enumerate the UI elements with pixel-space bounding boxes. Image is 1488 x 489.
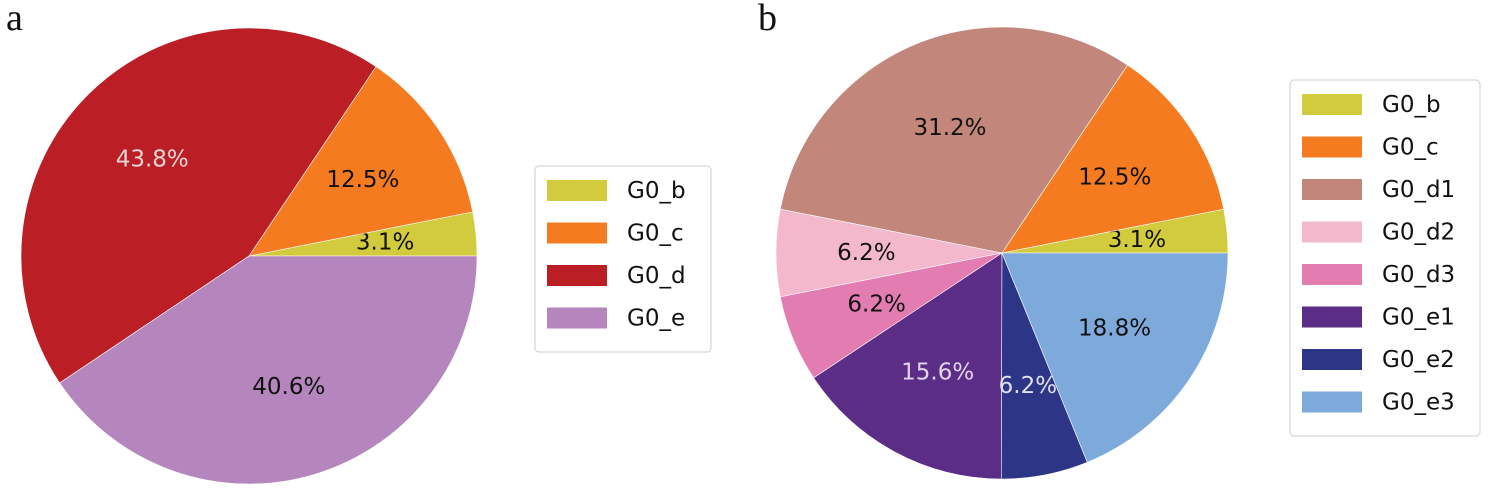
legend-a-frame bbox=[534, 165, 712, 353]
pie-a-slice-label-g0-b: 3.1% bbox=[356, 230, 414, 256]
pie-chart-a: 3.1% 12.5% 43.8% 40.6% bbox=[20, 27, 478, 485]
legend-b-swatch-g0-c bbox=[1302, 136, 1362, 158]
legend-b-swatch-g0-d3 bbox=[1302, 264, 1362, 285]
pie-b-slice-label-g0-d1: 31.2% bbox=[913, 115, 986, 141]
panel-label-b: b bbox=[758, 0, 777, 39]
legend-b-swatch-g0-d1 bbox=[1302, 179, 1362, 200]
legend-a-swatch-g0-e bbox=[547, 307, 607, 329]
legend-b-swatch-g0-b bbox=[1302, 94, 1362, 115]
pie-b-slice-label-g0-e2: 6.2% bbox=[999, 373, 1057, 399]
legend-a-label-g0-e: G0_e bbox=[627, 306, 685, 332]
pie-b-slice-label-g0-c: 12.5% bbox=[1078, 165, 1151, 191]
pie-b-slice-g0-d1 bbox=[779, 26, 1128, 254]
legend-b-swatch-g0-e3 bbox=[1302, 391, 1362, 413]
legend-b-swatch-g0-d2 bbox=[1302, 221, 1362, 243]
legend-b-label-g0-d1: G0_d1 bbox=[1382, 177, 1455, 203]
legend-a-swatch-g0-c bbox=[547, 222, 607, 244]
legend-b-swatch-g0-e1 bbox=[1302, 306, 1362, 328]
pie-b-slice-g0-c bbox=[1001, 64, 1225, 254]
pie-a-slice-g0-d bbox=[20, 27, 377, 384]
legend-a-label-g0-d: G0_d bbox=[627, 263, 686, 289]
pie-b-slice-label-g0-e3: 18.8% bbox=[1078, 316, 1151, 342]
pie-chart-b: 3.1% 12.5% 31.2% 6.2% 6.2% 15.6% 6.2% 18.8% bbox=[775, 26, 1229, 480]
legend-b-label-g0-c: G0_c bbox=[1382, 135, 1439, 161]
pie-b-slice-g0-e3 bbox=[1001, 252, 1229, 463]
pie-b-slice-label-g0-d3: 6.2% bbox=[847, 292, 905, 318]
legend-b: G0_b G0_c G0_d1 G0_d2 G0_d3 G0_e1 G0_e2 G0_e3 bbox=[1289, 79, 1481, 437]
legend-b-label-g0-e2: G0_e2 bbox=[1382, 347, 1455, 373]
pie-b-slice-label-g0-e1: 15.6% bbox=[901, 359, 974, 385]
legend-a-label-g0-c: G0_c bbox=[627, 221, 684, 247]
pie-a-slice-g0-c bbox=[248, 66, 474, 257]
legend-a-label-g0-b: G0_b bbox=[627, 178, 686, 204]
pie-b-slice-label-g0-d2: 6.2% bbox=[837, 240, 895, 266]
pie-a-slice-label-g0-c: 12.5% bbox=[326, 167, 399, 193]
legend-a-swatch-g0-d bbox=[547, 265, 607, 286]
legend-b-frame bbox=[1289, 79, 1481, 437]
pie-a-slice-label-g0-e: 40.6% bbox=[252, 374, 325, 400]
legend-b-label-g0-d2: G0_d2 bbox=[1382, 220, 1455, 246]
pie-b-slice-label-g0-b: 3.1% bbox=[1108, 227, 1166, 253]
legend-b-label-g0-e3: G0_e3 bbox=[1382, 390, 1455, 416]
legend-a: G0_b G0_c G0_d G0_e bbox=[534, 165, 712, 353]
legend-b-label-g0-d3: G0_d3 bbox=[1382, 262, 1455, 288]
pie-b-slice-g0-e1 bbox=[813, 252, 1003, 480]
panel-label-a: a bbox=[6, 0, 23, 39]
pie-a-slice-label-g0-d: 43.8% bbox=[116, 146, 189, 172]
legend-a-swatch-g0-b bbox=[547, 180, 607, 201]
pie-a-slice-g0-e bbox=[59, 255, 478, 485]
legend-b-label-g0-b: G0_b bbox=[1382, 92, 1441, 118]
legend-b-swatch-g0-e2 bbox=[1302, 349, 1362, 370]
legend-b-label-g0-e1: G0_e1 bbox=[1382, 305, 1455, 331]
